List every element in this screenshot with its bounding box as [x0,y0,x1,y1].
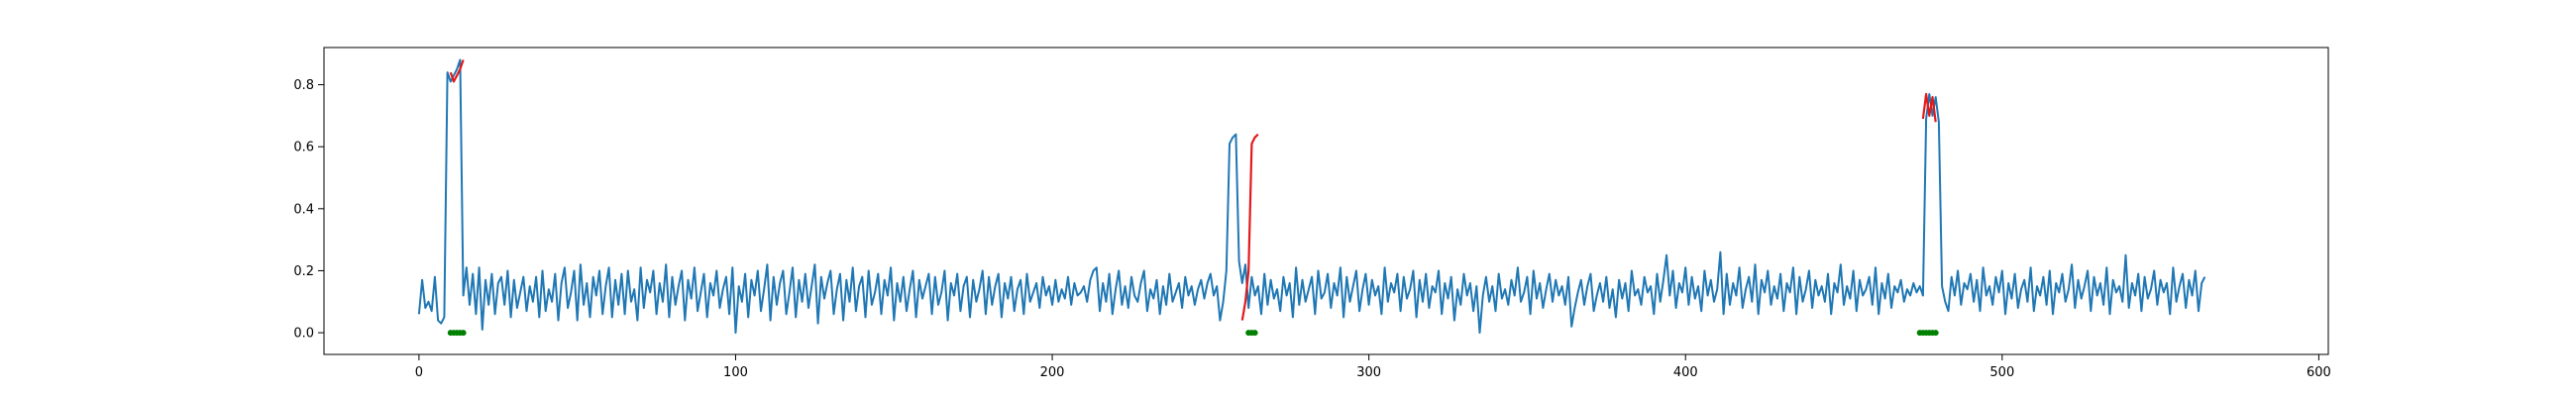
x-tick-label: 100 [723,365,748,380]
y-tick-label: 0.6 [293,141,314,155]
x-tick-label: 500 [1989,365,2014,380]
anomaly-segment-line [1921,92,1937,123]
y-tick-label: 0.4 [293,202,314,217]
y-tick-label: 0.0 [293,327,314,342]
anomaly-marker-point [460,330,467,337]
anomaly-segment-line [1240,133,1259,321]
series-line [417,58,2206,335]
y-tick-label: 0.2 [293,264,314,279]
anomaly-marker-point [1251,330,1258,337]
x-tick-label: 400 [1673,365,1698,380]
x-tick-label: 600 [2307,365,2331,380]
anomaly-segment-line [449,59,465,83]
anomaly-marker-point [1932,330,1939,337]
y-tick-label: 0.8 [293,78,314,93]
x-tick-label: 0 [415,365,423,380]
x-axis: 0 100 200 300 400 500 600 [415,354,2331,380]
x-tick-label: 200 [1040,365,1065,380]
x-tick-label: 300 [1356,365,1381,380]
y-axis: 0.0 0.2 0.4 0.6 0.8 [293,78,324,342]
plot-frame [323,47,2329,355]
series-layer [417,58,2206,337]
